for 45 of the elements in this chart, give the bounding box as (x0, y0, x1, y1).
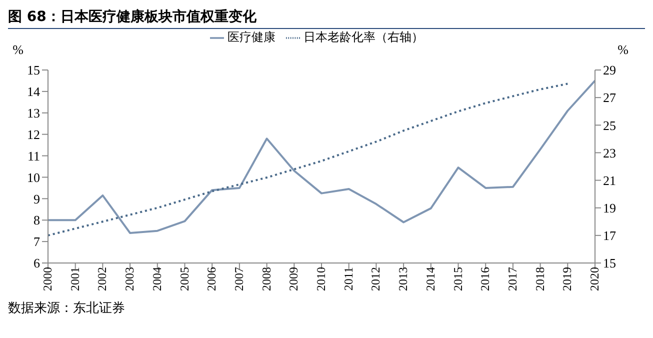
y-tick-label: 7 (34, 234, 40, 250)
x-tick-label: 2020 (588, 267, 602, 291)
x-tick-label: 2009 (286, 267, 301, 291)
x-tick-label: 2019 (560, 267, 574, 291)
y-tick-label: 15 (27, 62, 40, 78)
legend-label: 日本老龄化率（右轴） (304, 30, 424, 44)
x-tick-label: 2008 (259, 267, 274, 291)
x-tick-label: 2014 (423, 267, 438, 291)
y2-tick-label: 29 (603, 62, 616, 78)
y-tick-label: 10 (27, 170, 40, 185)
y2-tick-label: 21 (603, 172, 616, 188)
y-tick-label: 11 (27, 148, 40, 164)
y2-tick-label: 23 (603, 145, 616, 160)
x-tick-label: 2007 (232, 267, 246, 291)
y-tick-label: 9 (34, 191, 40, 206)
x-tick-label: 2003 (122, 267, 137, 291)
chart-title: 图 68：日本医疗健康板块市值权重变化 (8, 8, 645, 29)
y2-tick-label: 15 (603, 256, 616, 271)
x-tick-label: 2012 (368, 267, 383, 291)
x-tick-label: 2011 (341, 267, 356, 291)
y2-tick-label: 17 (603, 228, 616, 244)
y2-tick-label: 27 (603, 90, 616, 106)
x-tick-label: 2000 (40, 267, 55, 291)
x-tick-label: 2005 (177, 267, 192, 291)
x-tick-label: 2018 (532, 267, 547, 291)
x-tick-label: 2017 (505, 267, 520, 291)
y2-tick-label: 19 (603, 200, 616, 216)
x-tick-label: 2002 (95, 267, 110, 291)
source-note: 数据来源：东北证券 (8, 300, 126, 317)
y2-axis-title: % (618, 42, 629, 57)
x-tick-label: 2016 (478, 267, 492, 291)
y-tick-label: 12 (27, 126, 40, 142)
x-tick-label: 2015 (450, 267, 465, 291)
x-tick-label: 2010 (314, 267, 328, 291)
x-tick-label: 2004 (150, 267, 164, 291)
x-tick-label: 2013 (396, 267, 410, 291)
legend-label: 医疗健康 (228, 30, 276, 44)
y-tick-label: 14 (27, 84, 40, 100)
x-tick-label: 2001 (68, 267, 82, 291)
x-tick-label: 2006 (204, 267, 219, 291)
y-axis-title: % (12, 42, 24, 57)
y-tick-label: 8 (34, 212, 40, 228)
y-tick-label: 6 (34, 256, 40, 271)
y-tick-label: 13 (27, 106, 40, 121)
y2-tick-label: 25 (603, 118, 616, 133)
